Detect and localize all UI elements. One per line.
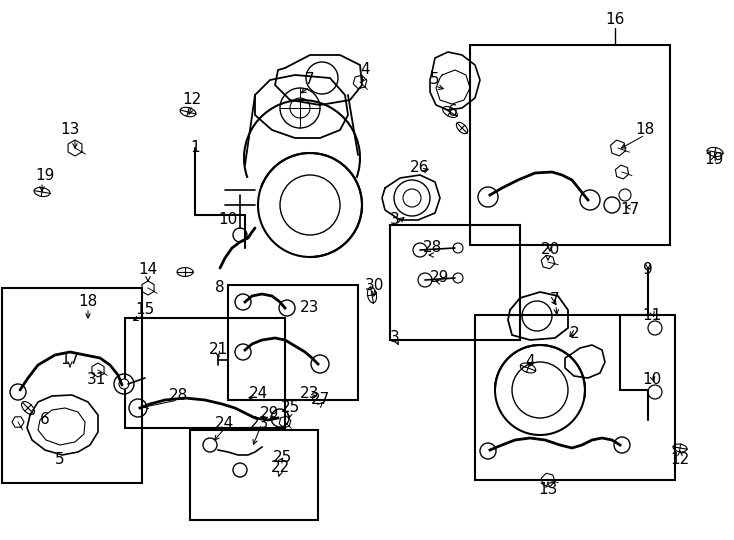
Bar bbox=[125, 318, 285, 428]
Text: 5: 5 bbox=[430, 72, 440, 87]
Text: 18: 18 bbox=[636, 123, 655, 138]
Text: 28: 28 bbox=[168, 388, 188, 403]
Text: 24: 24 bbox=[215, 416, 235, 431]
Text: 6: 6 bbox=[40, 413, 50, 428]
Text: 31: 31 bbox=[87, 373, 106, 388]
Text: 19: 19 bbox=[705, 152, 724, 167]
Text: 27: 27 bbox=[310, 393, 330, 408]
Text: 13: 13 bbox=[60, 123, 80, 138]
Text: 3: 3 bbox=[390, 329, 400, 345]
Text: 29: 29 bbox=[430, 271, 450, 286]
Text: 23: 23 bbox=[300, 387, 320, 402]
Text: 21: 21 bbox=[208, 342, 228, 357]
Text: 19: 19 bbox=[35, 167, 55, 183]
Text: 10: 10 bbox=[219, 213, 238, 227]
Text: 2: 2 bbox=[570, 326, 580, 341]
Text: 29: 29 bbox=[261, 407, 280, 422]
Bar bbox=[475, 315, 675, 480]
Text: 7: 7 bbox=[305, 72, 315, 87]
Text: 9: 9 bbox=[643, 262, 653, 278]
Bar bbox=[228, 285, 358, 400]
Text: 17: 17 bbox=[60, 353, 79, 368]
Text: 22: 22 bbox=[270, 461, 290, 476]
Text: 5: 5 bbox=[55, 453, 65, 468]
Text: 23: 23 bbox=[250, 416, 269, 431]
Text: 23: 23 bbox=[300, 300, 320, 315]
Text: 4: 4 bbox=[526, 354, 535, 369]
Text: 12: 12 bbox=[182, 92, 202, 107]
Text: 17: 17 bbox=[620, 202, 639, 218]
Text: 14: 14 bbox=[139, 262, 158, 278]
Bar bbox=[190, 430, 318, 520]
Text: 6: 6 bbox=[448, 105, 458, 119]
Text: 4: 4 bbox=[360, 63, 370, 78]
Text: 24: 24 bbox=[248, 387, 268, 402]
Text: 18: 18 bbox=[79, 294, 98, 309]
Text: 8: 8 bbox=[215, 280, 225, 295]
Text: 20: 20 bbox=[540, 242, 559, 258]
Text: 11: 11 bbox=[642, 308, 661, 323]
Bar bbox=[390, 225, 520, 340]
Bar bbox=[470, 45, 670, 245]
Text: 15: 15 bbox=[135, 302, 155, 318]
Text: 3: 3 bbox=[390, 213, 400, 227]
Text: 26: 26 bbox=[410, 160, 429, 176]
Text: 10: 10 bbox=[642, 373, 661, 388]
Bar bbox=[2, 288, 142, 483]
Text: 25: 25 bbox=[272, 450, 291, 465]
Text: 30: 30 bbox=[366, 278, 385, 293]
Text: 28: 28 bbox=[424, 240, 443, 255]
Text: 16: 16 bbox=[606, 12, 625, 28]
Text: 7: 7 bbox=[550, 293, 560, 307]
Circle shape bbox=[119, 379, 129, 389]
Text: 12: 12 bbox=[670, 453, 690, 468]
Text: 25: 25 bbox=[280, 401, 299, 415]
Text: 13: 13 bbox=[538, 483, 558, 497]
Text: 1: 1 bbox=[190, 140, 200, 156]
